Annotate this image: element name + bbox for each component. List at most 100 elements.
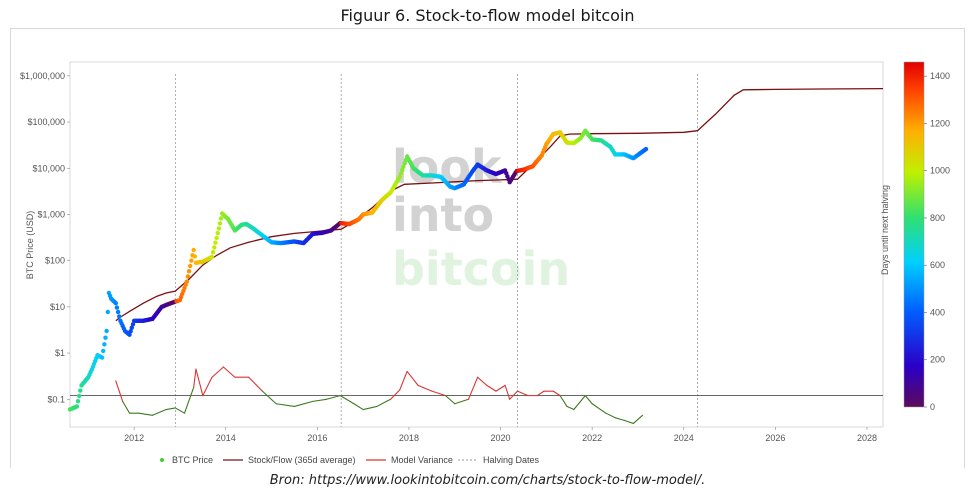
legend-halving-dates: Halving Dates	[483, 455, 540, 465]
btc-price-point	[77, 393, 82, 399]
btc-price-point	[75, 399, 81, 404]
colorbar-scale	[903, 61, 925, 408]
model-variance-segment	[174, 407, 186, 414]
x-axis: 2012 2014 2016 2018 2020 2022 2024 2026 2028	[124, 427, 877, 443]
btc-price-point	[213, 240, 218, 245]
legend-btc-price: BTC Price	[172, 455, 213, 465]
y-tick-label: $100	[45, 256, 65, 266]
x-tick-label: 2014	[216, 433, 236, 443]
btc-price-point	[188, 263, 193, 269]
model-variance-segment	[605, 412, 616, 419]
colorbar-tick-label: 1400	[930, 71, 950, 81]
model-variance-segment	[591, 403, 607, 414]
btc-price-point	[129, 325, 134, 330]
model-variance-segment	[495, 384, 506, 392]
colorbar-tick-label: 200	[930, 355, 945, 365]
colorbar-tick-label: 1000	[930, 166, 950, 176]
btc-price-point	[400, 167, 405, 173]
chart-frame	[10, 28, 965, 468]
model-variance-segment	[552, 390, 561, 397]
btc-price-point	[99, 355, 105, 360]
x-tick-label: 2022	[582, 433, 602, 443]
model-variance-segment	[573, 395, 586, 411]
model-variance-segment	[353, 403, 364, 411]
model-variance-segment	[261, 390, 277, 405]
btc-price-point	[115, 309, 121, 315]
model-variance-segment	[584, 395, 593, 405]
watermark-into: into	[392, 188, 494, 242]
model-variance-segment	[504, 384, 511, 400]
x-tick-label: 2020	[491, 433, 511, 443]
btc-price-point	[101, 348, 106, 354]
btc-price-point	[114, 305, 120, 310]
model-variance-segment	[559, 395, 568, 407]
plot-area	[69, 61, 884, 428]
model-variance-segment	[165, 407, 176, 411]
btc-price-point	[210, 250, 216, 255]
y-tick-label: $10,000	[32, 163, 65, 173]
btc-price-point	[215, 230, 220, 236]
x-tick-label: 2016	[307, 433, 327, 443]
x-tick-label: 2012	[124, 433, 144, 443]
colorbar-label: Days until next halving	[880, 185, 890, 275]
btc-price-point	[217, 221, 223, 226]
y-tick-label: $0.1	[47, 394, 65, 404]
model-variance-segment	[566, 405, 575, 411]
model-variance-segment	[211, 366, 224, 378]
btc-price-point	[105, 309, 111, 315]
btc-price-point	[128, 329, 133, 334]
legend-stock-flow: Stock/Flow (365d average)	[248, 455, 356, 465]
y-axis-label: BTC Price (USD)	[25, 211, 35, 280]
y-tick-label: $10	[50, 302, 65, 312]
btc-price-point	[104, 328, 109, 334]
model-variance-segment	[454, 398, 470, 405]
model-variance-segment	[202, 376, 213, 397]
model-variance-segment	[390, 389, 401, 400]
colorbar-tick-label: 600	[930, 260, 945, 270]
btc-price-point	[643, 146, 649, 152]
btc-price-point	[209, 254, 215, 260]
model-variance-segment	[325, 395, 341, 400]
model-variance-segment	[183, 386, 195, 414]
model-variance-segment	[138, 412, 153, 416]
halving-lines	[174, 74, 698, 427]
legend-btc-price-marker	[160, 458, 164, 462]
model-variance-segment	[151, 408, 167, 416]
y-tick-label: $100,000	[27, 117, 65, 127]
model-variance-segment	[339, 395, 355, 405]
btc-price-point	[186, 269, 192, 274]
btc-price-point	[102, 342, 107, 347]
colorbar: Days until next halving 0 200 400 600 800 100…	[880, 61, 950, 412]
btc-price-point	[214, 235, 219, 241]
btc-price-series	[67, 128, 649, 412]
model-variance-segment	[417, 384, 433, 392]
figure-title: Figuur 6. Stock-to-flow model bitcoin	[340, 6, 635, 25]
model-variance-segment	[115, 380, 124, 402]
model-variance-segment	[536, 390, 545, 397]
model-variance-segment	[623, 419, 634, 424]
model-variance-segment	[431, 390, 447, 397]
watermark: look into bitcoin	[392, 140, 570, 296]
model-variance-segment	[193, 368, 197, 389]
legend-model-variance: Model Variance	[391, 455, 453, 465]
btc-price-point	[192, 254, 197, 259]
y-tick-label: $1,000	[37, 209, 65, 219]
legend[interactable]: BTC Price Stock/Flow (365d average) Model …	[160, 455, 540, 465]
model-variance-segment	[376, 398, 392, 407]
btc-price-point	[398, 171, 404, 176]
model-variance-segment	[122, 400, 131, 414]
x-tick-label: 2026	[765, 433, 785, 443]
x-tick-label: 2018	[399, 433, 419, 443]
btc-price-point	[130, 322, 136, 327]
btc-price-point	[191, 247, 196, 253]
btc-price-point	[127, 332, 132, 337]
btc-price-point	[189, 258, 194, 263]
btc-price-point	[397, 174, 402, 180]
btc-price-point	[401, 164, 406, 169]
btc-price-point	[185, 274, 191, 279]
y-tick-label: $1,000,000	[20, 71, 65, 81]
colorbar-tick-label: 0	[930, 402, 935, 412]
btc-price-point	[78, 388, 83, 393]
source-caption: Bron: https://www.lookintobitcoin.com/ch…	[269, 473, 706, 488]
stock-flow-series	[115, 87, 884, 322]
